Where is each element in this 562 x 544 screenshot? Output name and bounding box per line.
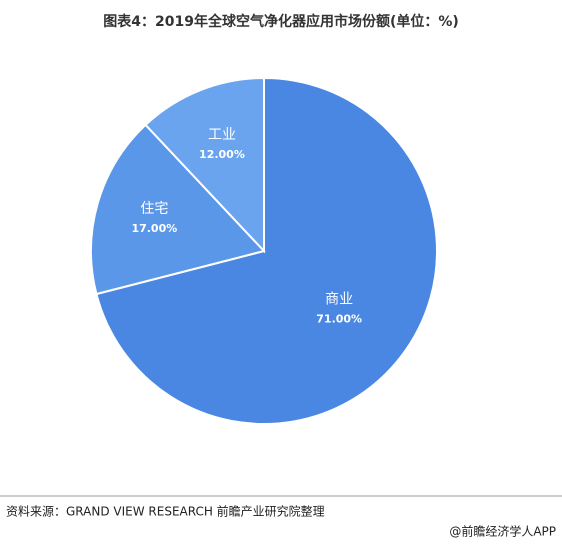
pie-slice bbox=[144, 76, 265, 254]
slice-label: 住宅 bbox=[140, 201, 168, 217]
value-label: 17.00% bbox=[131, 222, 177, 235]
pie-slice bbox=[90, 123, 266, 296]
slice-label: 工业 bbox=[208, 127, 236, 143]
chart-title: 图表4：2019年全球空气净化器应用市场份额(单位：%) bbox=[103, 13, 459, 30]
source: 资料来源：GRAND VIEW RESEARCH 前瞻产业研究院整理 bbox=[6, 504, 325, 519]
credit: @前瞻经济学人APP bbox=[449, 524, 556, 539]
pie-slice bbox=[95, 76, 438, 425]
value-label: 12.00% bbox=[199, 148, 245, 161]
value-label: 71.00% bbox=[316, 312, 362, 325]
slice-label: 商业 bbox=[325, 291, 353, 307]
